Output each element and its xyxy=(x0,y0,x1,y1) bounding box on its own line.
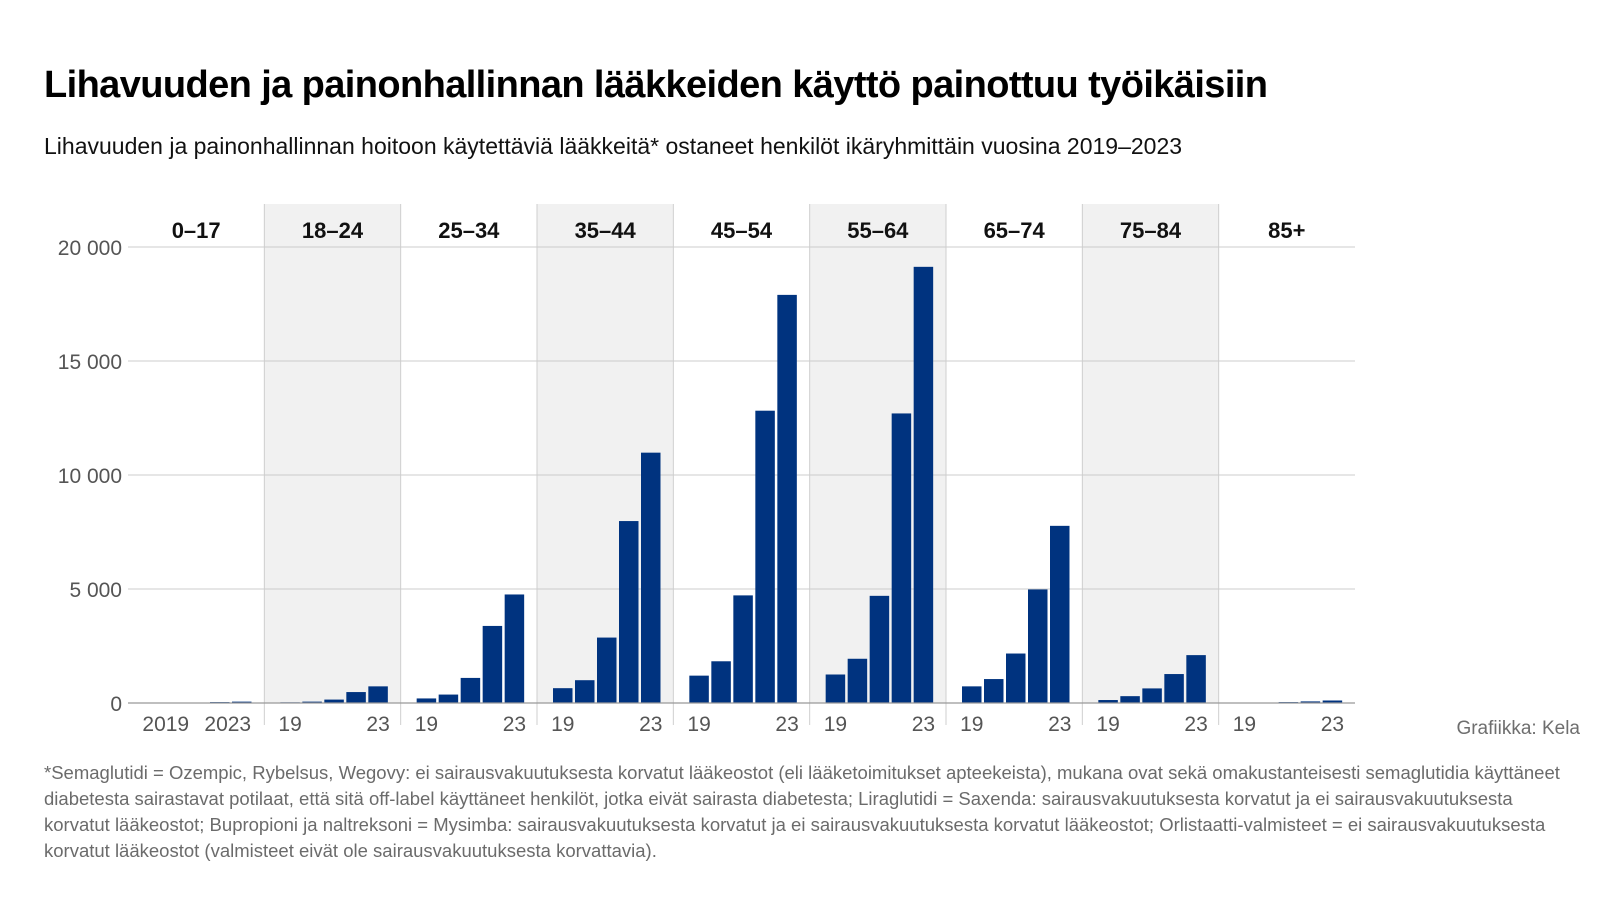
chart-title: Lihavuuden ja painonhallinnan lääkkeiden… xyxy=(44,64,1268,106)
y-tick-label: 20 000 xyxy=(58,237,122,260)
bar xyxy=(869,595,890,703)
x-tick-label: 19 xyxy=(687,713,710,736)
y-tick-label: 0 xyxy=(110,693,122,716)
bar xyxy=(1098,700,1118,703)
bar xyxy=(689,675,709,703)
group-label: 35–44 xyxy=(575,218,637,243)
bar xyxy=(597,637,617,703)
group-label: 25–34 xyxy=(438,218,500,243)
bar xyxy=(1006,653,1026,703)
bar xyxy=(1142,688,1162,703)
bar xyxy=(324,699,344,703)
bar xyxy=(482,625,503,703)
bar xyxy=(984,679,1004,703)
bar xyxy=(847,658,868,703)
x-tick-label: 19 xyxy=(960,713,983,736)
x-tick-label: 19 xyxy=(1096,713,1119,736)
x-tick-label: 23 xyxy=(366,713,389,736)
bar xyxy=(962,686,982,703)
bar xyxy=(1028,589,1048,703)
group-label: 18–24 xyxy=(302,218,364,243)
bar xyxy=(891,413,912,703)
bar xyxy=(755,410,775,703)
bar xyxy=(777,294,797,703)
x-tick-label: 23 xyxy=(1321,713,1344,736)
bar xyxy=(438,694,459,703)
bar xyxy=(1120,696,1140,703)
chart-subtitle: Lihavuuden ja painonhallinnan hoitoon kä… xyxy=(44,133,1183,159)
group-label: 55–64 xyxy=(847,218,909,243)
group-label: 45–54 xyxy=(711,218,773,243)
bar xyxy=(302,701,322,703)
group-label: 65–74 xyxy=(984,218,1046,243)
x-tick-label: 19 xyxy=(415,713,438,736)
bar xyxy=(641,452,661,703)
bar xyxy=(1322,700,1343,703)
bar-chart: 0 5 000 10 000 15 000 20 000 0–17 2019 2023 18–2… xyxy=(58,204,1355,736)
x-tick-label: 23 xyxy=(912,713,935,736)
y-tick-label: 10 000 xyxy=(58,465,122,488)
x-tick-label: 19 xyxy=(551,713,574,736)
bar xyxy=(553,688,573,703)
graphics-credit: Grafiikka: Kela xyxy=(1456,718,1580,739)
group-label: 75–84 xyxy=(1120,218,1182,243)
y-tick-label: 15 000 xyxy=(58,351,122,374)
bar xyxy=(1164,674,1184,703)
bar xyxy=(416,698,437,703)
bar xyxy=(1050,525,1070,703)
x-tick-label: 23 xyxy=(775,713,798,736)
panel-shade xyxy=(264,204,401,703)
x-tick-label: 23 xyxy=(1184,713,1207,736)
panel-shade xyxy=(1082,204,1219,703)
bar xyxy=(232,701,252,703)
group-label: 0–17 xyxy=(172,218,221,243)
bar xyxy=(619,521,639,703)
bar xyxy=(1300,701,1321,703)
x-tick-label: 2023 xyxy=(204,713,251,736)
bar xyxy=(733,595,753,703)
group-label: 85+ xyxy=(1268,218,1305,243)
footnote: *Semaglutidi = Ozempic, Rybelsus, Wegovy… xyxy=(44,762,1560,861)
x-tick-label: 19 xyxy=(278,713,301,736)
x-tick-label: 23 xyxy=(1048,713,1071,736)
bar xyxy=(825,674,846,703)
x-tick-label: 23 xyxy=(503,713,526,736)
x-tick-label: 19 xyxy=(1233,713,1256,736)
bar xyxy=(504,594,525,703)
x-tick-label: 19 xyxy=(824,713,847,736)
bar xyxy=(913,266,934,703)
bar xyxy=(460,677,481,703)
y-tick-label: 5 000 xyxy=(69,579,122,602)
bar xyxy=(346,692,366,703)
bar xyxy=(1186,655,1206,703)
bar xyxy=(368,686,388,703)
x-tick-label: 23 xyxy=(639,713,662,736)
x-tick-label: 2019 xyxy=(142,713,189,736)
bar xyxy=(575,680,595,703)
bar xyxy=(711,661,731,703)
